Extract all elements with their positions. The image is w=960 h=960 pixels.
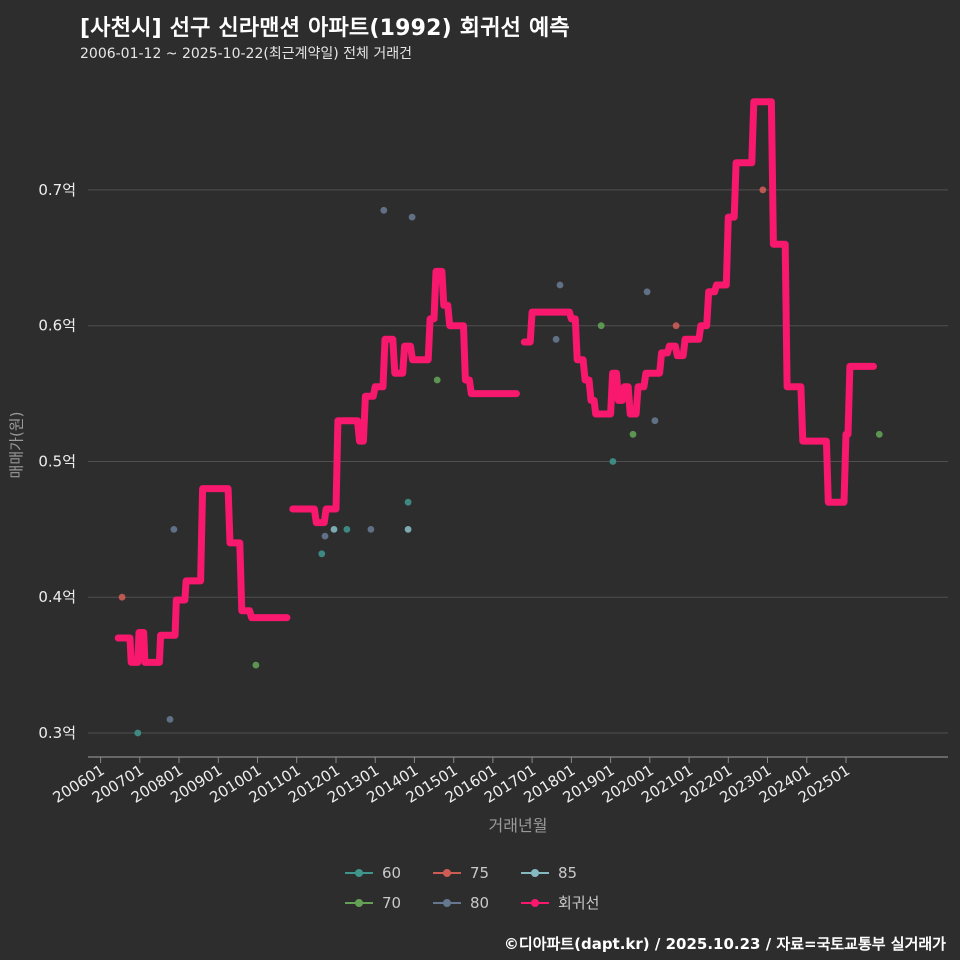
legend-label: 70: [382, 893, 402, 912]
series-80-marker-icon: [432, 897, 462, 909]
regression-line: [289, 267, 520, 527]
scatter-point: [380, 206, 388, 214]
scatter-point: [629, 430, 637, 438]
scatter-point: [134, 729, 142, 737]
scatter-point: [643, 288, 651, 296]
y-tick-label: 0.3억: [38, 724, 76, 742]
scatter-point: [367, 526, 375, 533]
legend-item-75[interactable]: 75: [432, 864, 502, 882]
scatter-point: [408, 213, 416, 221]
scatter-series-75: [118, 186, 767, 601]
regression-line: [520, 98, 877, 506]
legend-item-60[interactable]: 60: [344, 864, 414, 882]
scatter-point: [170, 526, 178, 533]
y-tick-label: 0.4억: [38, 588, 76, 606]
scatter-point: [252, 661, 260, 669]
regression-marker-icon: [520, 897, 550, 909]
page-title: [사천시] 선구 신라맨션 아파트(1992) 회귀선 예측: [80, 16, 570, 41]
scatter-point: [597, 322, 605, 330]
scatter-point: [321, 532, 329, 540]
scatter-point: [404, 498, 412, 506]
scatter-point: [609, 458, 617, 465]
x-axis-title: 거래년월: [488, 816, 548, 835]
y-tick-label: 0.5억: [38, 453, 76, 471]
scatter-point: [556, 281, 564, 289]
scatter-point: [166, 716, 174, 723]
legend: 60 75 85 70 80 회귀선: [0, 864, 960, 913]
legend-item-80[interactable]: 80: [432, 892, 502, 913]
scatter-point: [404, 526, 412, 533]
legend-label: 75: [470, 864, 490, 882]
series-70-marker-icon: [344, 897, 374, 909]
scatter-series-70: [252, 322, 883, 669]
legend-item-regression[interactable]: 회귀선: [520, 892, 616, 913]
page-subtitle: 2006-01-12 ~ 2025-10-22(최근계약일) 전체 거래건: [80, 46, 412, 62]
scatter-point: [433, 376, 441, 384]
legend-label: 85: [558, 864, 578, 882]
legend-label: 80: [470, 893, 490, 912]
legend-label: 회귀선: [558, 894, 600, 912]
scatter-series-80: [166, 206, 659, 723]
scatter-point: [318, 550, 326, 558]
legend-item-70[interactable]: 70: [344, 892, 414, 913]
scatter-point: [759, 186, 767, 194]
credit-line: ©디아파트(dapt.kr) / 2025.10.23 / 자료=국토교통부 실…: [503, 935, 946, 953]
scatter-point: [552, 335, 560, 343]
y-tick-label: 0.6억: [38, 317, 76, 335]
price-regression-chart: 0.3억0.4억0.5억0.6억0.7억20060120070120080120…: [38, 98, 948, 807]
series-60-marker-icon: [344, 867, 374, 879]
scatter-series-85: [330, 526, 412, 533]
scatter-point: [330, 526, 338, 533]
scatter-point: [343, 526, 351, 533]
scatter-point: [875, 430, 883, 438]
scatter-point: [651, 417, 659, 425]
regression-line: [114, 485, 291, 666]
legend-label: 60: [382, 864, 402, 882]
legend-item-85[interactable]: 85: [520, 864, 616, 882]
series-85-marker-icon: [520, 867, 550, 879]
scatter-series-60: [134, 458, 617, 737]
scatter-point: [118, 593, 126, 601]
series-75-marker-icon: [432, 867, 462, 879]
y-tick-label: 0.7억: [38, 181, 76, 199]
scatter-point: [672, 322, 680, 330]
legend-grid: 60 75 85 70 80 회귀선: [344, 864, 616, 913]
